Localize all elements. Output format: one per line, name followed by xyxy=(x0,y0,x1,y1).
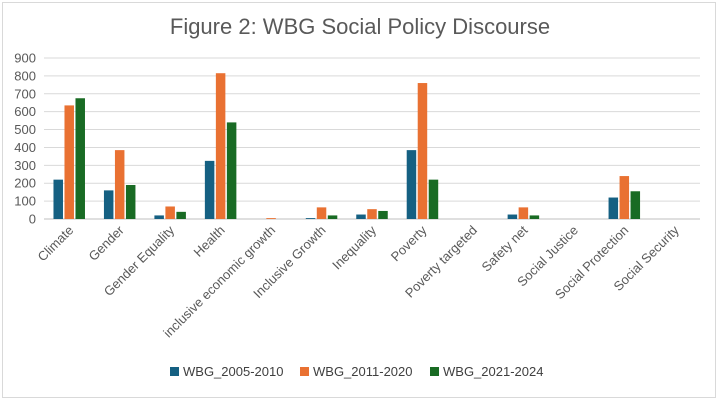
bar xyxy=(406,150,417,219)
bar xyxy=(417,83,428,220)
bar xyxy=(154,215,164,219)
x-tick-label: Climate xyxy=(35,223,77,265)
bar xyxy=(619,176,630,219)
x-tick-label: Safety net xyxy=(479,222,531,274)
bar xyxy=(176,211,186,219)
bar xyxy=(630,191,641,219)
y-tick-label: 600 xyxy=(14,104,36,119)
bar xyxy=(507,214,518,219)
bar xyxy=(53,179,63,219)
x-tick-label: Poverty xyxy=(388,222,430,264)
y-axis-ticks: 0 100 200 300 400 500 600 700 800 900 xyxy=(14,51,36,227)
bar xyxy=(75,98,85,219)
chart-title: Figure 2: WBG Social Policy Discourse xyxy=(170,14,550,39)
bar xyxy=(356,214,366,219)
bar xyxy=(529,215,540,219)
y-tick-label: 800 xyxy=(14,68,36,83)
bar xyxy=(204,160,215,219)
bar xyxy=(518,207,529,219)
bars xyxy=(53,73,641,220)
bar xyxy=(125,185,136,219)
bar xyxy=(327,215,338,219)
bar xyxy=(114,150,125,219)
legend-label: WBG_2021-2024 xyxy=(443,364,543,379)
x-tick-label: Health xyxy=(191,223,228,260)
legend-label: WBG_2011-2020 xyxy=(313,364,413,379)
y-tick-label: 200 xyxy=(14,176,36,191)
y-tick-label: 400 xyxy=(14,140,36,155)
bar xyxy=(428,179,439,219)
bar xyxy=(165,206,175,219)
bar xyxy=(367,209,377,219)
bar xyxy=(215,73,226,219)
bar xyxy=(316,207,327,219)
bar xyxy=(378,210,388,219)
y-tick-label: 300 xyxy=(14,158,36,173)
x-tick-label: Inequality xyxy=(329,222,379,272)
legend-swatch xyxy=(300,367,309,376)
bar xyxy=(608,197,619,219)
bar xyxy=(305,218,316,219)
y-tick-label: 100 xyxy=(14,194,36,209)
bar xyxy=(103,190,114,219)
legend-swatch xyxy=(170,367,179,376)
bar xyxy=(64,105,74,219)
y-tick-label: 500 xyxy=(14,122,36,137)
bar xyxy=(226,122,237,219)
y-tick-label: 0 xyxy=(29,212,36,227)
gridlines xyxy=(44,57,700,220)
y-tick-label: 900 xyxy=(14,51,36,66)
legend: WBG_2005-2010 WBG_2011-2020 WBG_2021-2024 xyxy=(170,364,543,379)
y-tick-label: 700 xyxy=(14,86,36,101)
x-tick-label: Gender xyxy=(86,222,128,264)
legend-label: WBG_2005-2010 xyxy=(183,364,283,379)
legend-swatch xyxy=(430,367,439,376)
bar xyxy=(266,218,276,219)
